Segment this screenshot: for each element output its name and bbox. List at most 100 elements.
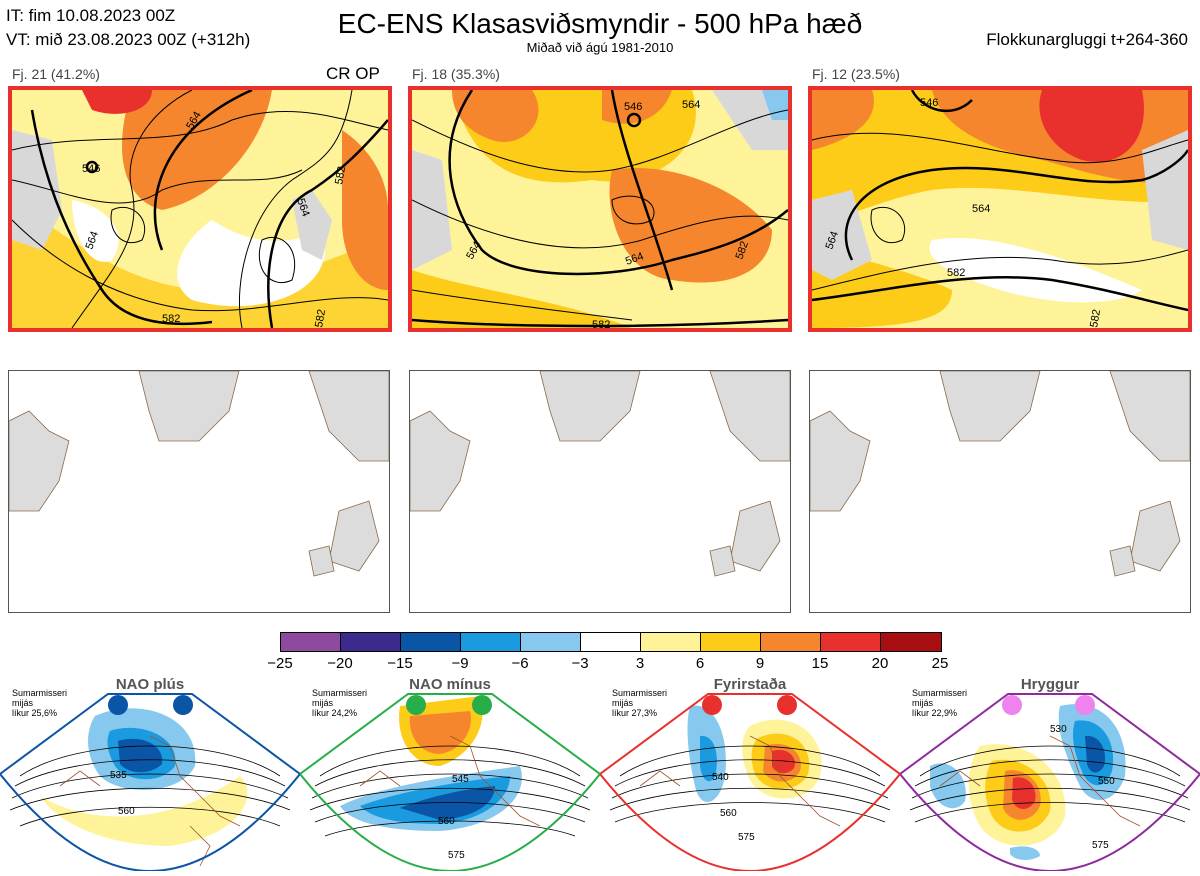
regime-dot (108, 695, 128, 715)
blank-map-2[interactable] (409, 370, 791, 613)
valid-time: VT: mið 23.08.2023 00Z (+312h) (6, 30, 251, 49)
regime-note-line: líkur 24,2% (312, 708, 358, 718)
regime-note-line: líkur 27,3% (612, 708, 658, 718)
blank-map-1[interactable] (8, 370, 390, 613)
cluster-1-contour-label: 582 (162, 313, 180, 325)
coastline-graphic (9, 371, 389, 577)
regime-dot (173, 695, 193, 715)
cluster-2-map[interactable]: 546 564 564 564 582 582 (408, 86, 792, 332)
cluster-3-label: Fj. 12 (23.5%) (812, 66, 900, 82)
cluster-1-contour-label: 582 (313, 308, 328, 328)
regime-dot (702, 695, 722, 715)
colorbar-tick: −15 (387, 655, 413, 672)
regime-nao-plus-contour-label: 560 (118, 806, 135, 817)
regime-hryggur-graphic: 530 550 575 (898, 693, 1200, 873)
regime-dot (1075, 695, 1095, 715)
regime-nao-minus[interactable]: 545 560 575 NAO mínus Sumarmisseri mijás… (298, 676, 602, 873)
cluster-2-map-graphic: 546 564 564 564 582 582 (412, 90, 788, 328)
page-title: EC-ENS Klasasviðsmyndir - 500 hPa hæð (337, 8, 863, 39)
cluster-2-contour-label: 546 (624, 101, 642, 113)
colorbar-swatch (641, 633, 701, 651)
colorbar-swatch (761, 633, 821, 651)
cluster-1-tag: CR OP (326, 64, 380, 83)
cluster-1-map[interactable]: 546 564 564 564 582 582 582 (8, 86, 392, 332)
colorbar-tick: 25 (931, 655, 949, 672)
colorbar-tick: 9 (755, 655, 765, 672)
regime-note: Sumarmisseri mijás líkur 24,2% (312, 688, 367, 718)
regime-fyrirstada-contour-label: 575 (738, 832, 755, 843)
regime-nao-plus[interactable]: 535 560 NAO plús Sumarmisseri mijás líku… (0, 676, 302, 873)
colorbar-tick: 3 (635, 655, 645, 672)
regime-note-line: Sumarmisseri (12, 688, 68, 698)
regime-nao-plus-graphic: 535 560 (0, 693, 302, 873)
colorbar-swatch (581, 633, 641, 651)
cluster-3-contour-label: 564 (824, 230, 842, 251)
regime-dot (777, 695, 797, 715)
colorbar-swatch (701, 633, 761, 651)
colorbar-swatch (341, 633, 401, 651)
regime-nao-minus-contour-label: 545 (452, 774, 469, 785)
colorbar-tick: −25 (267, 655, 293, 672)
colorbar-tick: −3 (571, 655, 589, 672)
colorbar-tick: 15 (811, 655, 829, 672)
cluster-3-contour-label: 582 (1088, 308, 1103, 328)
regime-title: Fyrirstaða (713, 676, 787, 693)
cluster-1-contour-label: 546 (82, 163, 100, 175)
cluster-2-contour-label: 582 (734, 240, 752, 261)
cluster-2-contour-label: 564 (682, 99, 700, 111)
regime-fyrirstada[interactable]: 540 560 575 Fyrirstaða Sumarmisseri mijá… (598, 676, 902, 873)
regime-note: Sumarmisseri mijás líkur 22,9% (912, 688, 967, 718)
colorbar-swatch (461, 633, 521, 651)
coastline-graphic (410, 371, 790, 577)
regime-dot (1002, 695, 1022, 715)
regime-title: NAO plús (115, 676, 185, 693)
colorbar-tick: −6 (511, 655, 529, 672)
regime-hryggur-contour-label: 550 (1098, 776, 1115, 787)
regime-note-line: Sumarmisseri (312, 688, 368, 698)
regime-note-line: Sumarmisseri (912, 688, 968, 698)
regime-hryggur-contour-label: 575 (1092, 840, 1109, 851)
regime-hryggur-contour-label: 530 (1050, 724, 1067, 735)
colorbar (280, 632, 942, 652)
cluster-3-map[interactable]: 546 564 564 582 582 (808, 86, 1192, 332)
cluster-3-map-graphic: 546 564 564 582 582 (812, 90, 1188, 328)
regime-note-line: líkur 22,9% (912, 708, 958, 718)
cluster-1-contour-label: 564 (294, 197, 312, 218)
colorbar-swatch (821, 633, 881, 651)
cluster-1-contour-label: 582 (333, 165, 348, 185)
regime-note-line: líkur 25,6% (12, 708, 58, 718)
initial-time: IT: fim 10.08.2023 00Z (6, 6, 176, 25)
header-left: IT: fim 10.08.2023 00Z VT: mið 23.08.202… (6, 4, 250, 52)
regime-fyrirstada-contour-label: 560 (720, 808, 737, 819)
cluster-3-contour-label: 546 (920, 97, 938, 109)
cluster-3-contour-label: 564 (972, 203, 990, 215)
colorbar-tick: 20 (871, 655, 889, 672)
colorbar-swatch (281, 633, 341, 651)
cluster-3-contour-label: 582 (947, 267, 965, 279)
cluster-1-label: Fj. 21 (41.2%) (12, 66, 100, 82)
colorbar-tick: −9 (451, 655, 469, 672)
regime-fyrirstada-contour-label: 540 (712, 772, 729, 783)
colorbar-tick: −20 (327, 655, 353, 672)
cluster-2-contour-label: 582 (592, 319, 610, 328)
regime-hryggur[interactable]: 530 550 575 Hryggur Sumarmisseri mijás l… (898, 676, 1200, 873)
regime-note: Sumarmisseri mijás líkur 27,3% (612, 688, 667, 718)
regime-title: NAO mínus (409, 676, 491, 693)
regime-note-line: mijás (612, 698, 634, 708)
regime-note: Sumarmisseri mijás líkur 25,6% (12, 688, 67, 718)
regime-nao-minus-contour-label: 575 (448, 850, 465, 861)
colorbar-swatch (401, 633, 461, 651)
regime-note-line: Sumarmisseri (612, 688, 668, 698)
regime-title: Hryggur (1020, 676, 1080, 693)
cluster-1-contour-label: 564 (84, 230, 102, 251)
colorbar-swatch (521, 633, 581, 651)
colorbar-swatch (881, 633, 941, 651)
blank-map-3[interactable] (809, 370, 1191, 613)
regime-note-line: mijás (12, 698, 34, 708)
regime-nao-minus-contour-label: 560 (438, 816, 455, 827)
regime-note-line: mijás (312, 698, 334, 708)
regime-nao-minus-graphic: 545 560 575 (298, 693, 602, 873)
regime-note-line: mijás (912, 698, 934, 708)
coastline-graphic (810, 371, 1190, 577)
cluster-1-map-graphic: 546 564 564 564 582 582 582 (12, 90, 388, 328)
